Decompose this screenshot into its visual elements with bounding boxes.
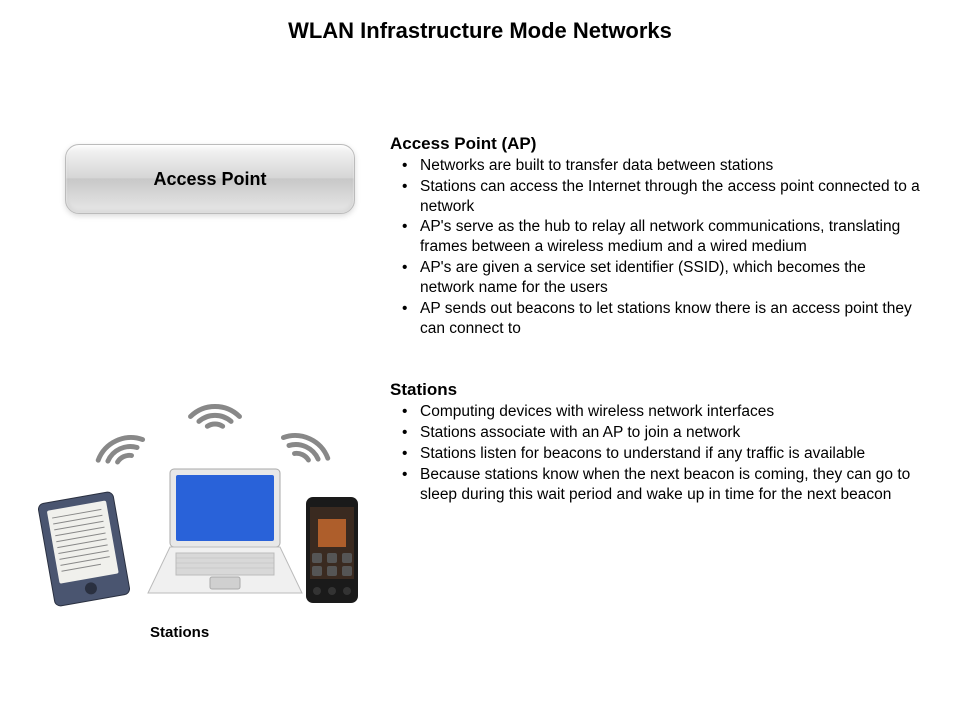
ereader-icon xyxy=(38,489,130,609)
list-item: Stations listen for beacons to understan… xyxy=(408,444,920,464)
stations-bullet-list: Computing devices with wireless network … xyxy=(390,402,920,504)
phone-icon xyxy=(302,495,362,605)
stations-diagram: Stations xyxy=(30,369,370,649)
content-row: Access Point xyxy=(0,44,960,649)
list-item: Stations can access the Internet through… xyxy=(408,177,920,217)
list-item: Because stations know when the next beac… xyxy=(408,465,920,505)
page-title: WLAN Infrastructure Mode Networks xyxy=(0,0,960,44)
list-item: AP sends out beacons to let stations kno… xyxy=(408,299,920,339)
section-title-stations: Stations xyxy=(390,380,920,400)
laptop-icon xyxy=(140,465,310,605)
list-item: Stations associate with an AP to join a … xyxy=(408,423,920,443)
left-column: Access Point xyxy=(20,74,380,649)
access-point-label: Access Point xyxy=(153,169,266,190)
right-column: Access Point (AP) Networks are built to … xyxy=(380,74,940,649)
wifi-icon xyxy=(180,364,250,434)
section-title-ap: Access Point (AP) xyxy=(390,134,920,154)
section-stations: Stations Computing devices with wireless… xyxy=(390,380,920,504)
list-item: AP's serve as the hub to relay all netwo… xyxy=(408,217,920,257)
section-access-point: Access Point (AP) Networks are built to … xyxy=(390,134,920,338)
list-item: Computing devices with wireless network … xyxy=(408,402,920,422)
devices-group xyxy=(30,429,370,609)
stations-caption: Stations xyxy=(150,624,209,641)
access-point-button: Access Point xyxy=(65,144,355,214)
ap-bullet-list: Networks are built to transfer data betw… xyxy=(390,156,920,338)
list-item: Networks are built to transfer data betw… xyxy=(408,156,920,176)
list-item: AP's are given a service set identifier … xyxy=(408,258,920,298)
